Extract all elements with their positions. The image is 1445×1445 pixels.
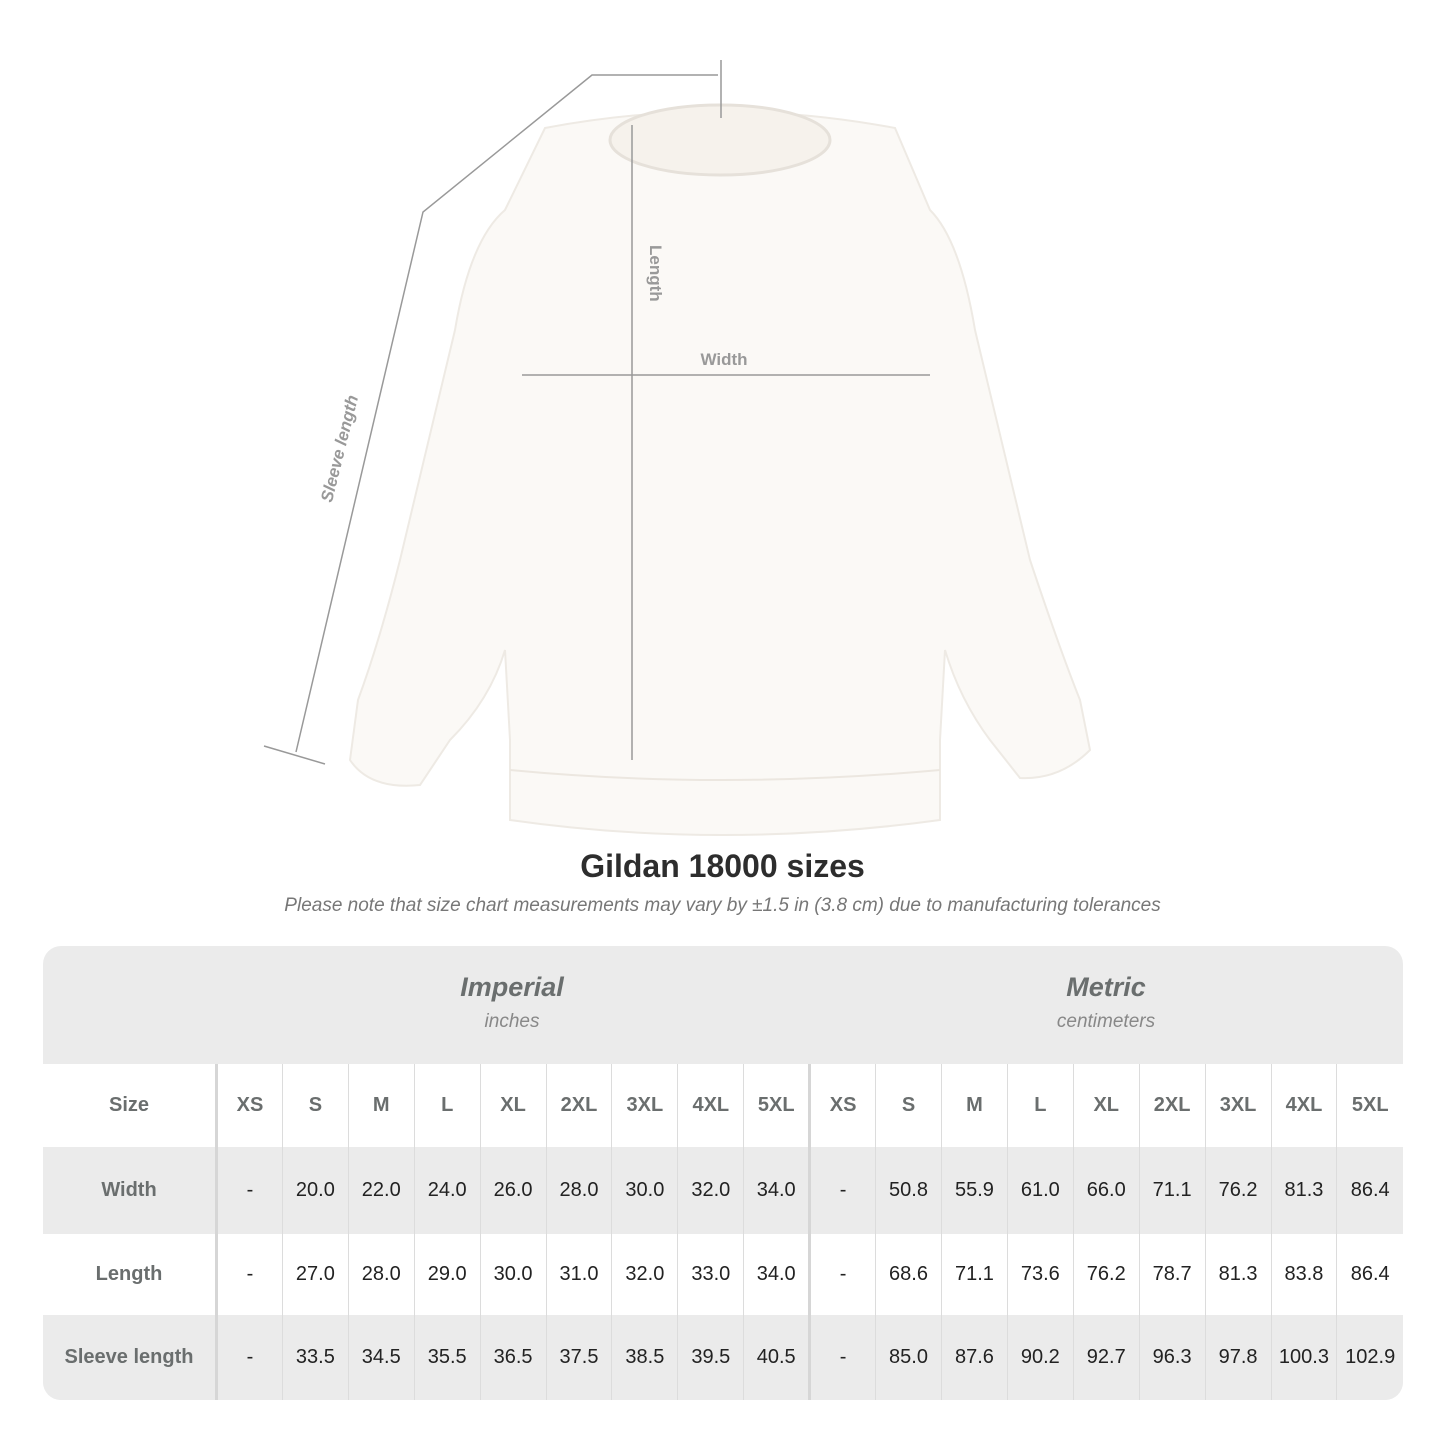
metric-value-cell: 83.8 — [1270, 1234, 1337, 1315]
metric-size-header: XS — [808, 1064, 876, 1147]
size-header-label: Size — [43, 1064, 218, 1147]
metric-value-cell: 73.6 — [1006, 1234, 1074, 1315]
tolerance-note: Please note that size chart measurements… — [284, 895, 1161, 916]
imperial-value-cell: 20.0 — [281, 1147, 349, 1234]
size-header-row: Size XS S M L XL 2XL 3XL 4XL 5XL XS S M L XL 2XL 3XL 4XL 5… — [43, 1064, 1403, 1147]
metric-size-header: 5XL — [1336, 1064, 1403, 1147]
metric-value-cell: - — [808, 1147, 876, 1234]
metric-value-cell: 92.7 — [1072, 1315, 1140, 1400]
imperial-size-header: XS — [216, 1064, 283, 1147]
measurement-lines — [263, 60, 930, 765]
imperial-size-header: L — [413, 1064, 481, 1147]
metric-value-cell: 87.6 — [940, 1315, 1008, 1400]
imperial-value-cell: 36.5 — [479, 1315, 547, 1400]
metric-size-header: 3XL — [1204, 1064, 1271, 1147]
metric-value-cell: 71.1 — [940, 1234, 1008, 1315]
imperial-value-cell: 32.0 — [611, 1234, 678, 1315]
metric-value-cell: 81.3 — [1204, 1234, 1271, 1315]
imperial-size-header: 3XL — [611, 1064, 678, 1147]
metric-value-cell: 102.9 — [1336, 1315, 1403, 1400]
row-label: Sleeve length — [43, 1315, 218, 1400]
metric-value-cell: 76.2 — [1072, 1234, 1140, 1315]
imperial-value-cell: 22.0 — [347, 1147, 415, 1234]
metric-value-cell: 71.1 — [1138, 1147, 1206, 1234]
imperial-size-header: 2XL — [545, 1064, 612, 1147]
imperial-value-cell: 37.5 — [545, 1315, 612, 1400]
imperial-value-cell: 28.0 — [347, 1234, 415, 1315]
metric-value-cell: 61.0 — [1006, 1147, 1074, 1234]
table-row: Sleeve length -33.5 34.5 35.5 36.5 37.5 38.5 39… — [43, 1315, 1403, 1400]
length-label: Length — [646, 245, 665, 302]
metric-value-cell: 86.4 — [1336, 1234, 1403, 1315]
page-title: Gildan 18000 sizes — [580, 848, 865, 884]
sweatshirt-image — [348, 103, 1092, 836]
imperial-value-cell: 40.5 — [743, 1315, 810, 1400]
width-label: Width — [700, 350, 747, 369]
imperial-size-header: 5XL — [743, 1064, 810, 1147]
imperial-value-cell: 34.0 — [743, 1147, 810, 1234]
imperial-unit: inches — [484, 1011, 540, 1032]
metric-value-cell: 86.4 — [1336, 1147, 1403, 1234]
metric-value-cell: 90.2 — [1006, 1315, 1074, 1400]
metric-header: Metric centimeters — [809, 946, 1403, 1064]
imperial-value-cell: 38.5 — [611, 1315, 678, 1400]
metric-size-header: S — [875, 1064, 942, 1147]
metric-value-cell: 50.8 — [875, 1147, 942, 1234]
metric-size-header: XL — [1072, 1064, 1140, 1147]
imperial-value-cell: 32.0 — [677, 1147, 744, 1234]
metric-size-header: M — [940, 1064, 1008, 1147]
metric-size-header: L — [1006, 1064, 1074, 1147]
imperial-value-cell: 34.0 — [743, 1234, 810, 1315]
metric-heading: Metric — [1066, 972, 1146, 1002]
imperial-value-cell: 30.0 — [479, 1234, 547, 1315]
imperial-value-cell: 26.0 — [479, 1147, 547, 1234]
imperial-value-cell: - — [216, 1147, 283, 1234]
metric-value-cell: 78.7 — [1138, 1234, 1206, 1315]
imperial-value-cell: 30.0 — [611, 1147, 678, 1234]
imperial-size-header: 4XL — [677, 1064, 744, 1147]
imperial-value-cell: 39.5 — [677, 1315, 744, 1400]
imperial-value-cell: 28.0 — [545, 1147, 612, 1234]
metric-value-cell: 97.8 — [1204, 1315, 1271, 1400]
metric-value-cell: - — [808, 1315, 876, 1400]
table-row: Length -27.0 28.0 29.0 30.0 31.0 32.0 33.0 34.0-… — [43, 1234, 1403, 1315]
imperial-size-header: M — [347, 1064, 415, 1147]
metric-value-cell: - — [808, 1234, 876, 1315]
metric-value-cell: 68.6 — [875, 1234, 942, 1315]
imperial-value-cell: 27.0 — [281, 1234, 349, 1315]
imperial-value-cell: 35.5 — [413, 1315, 481, 1400]
row-label: Length — [43, 1234, 218, 1315]
imperial-value-cell: 33.0 — [677, 1234, 744, 1315]
metric-value-cell: 66.0 — [1072, 1147, 1140, 1234]
metric-size-header: 4XL — [1270, 1064, 1337, 1147]
table-row: Width -20.0 22.0 24.0 26.0 28.0 30.0 32.0 34.0-5… — [43, 1147, 1403, 1234]
imperial-value-cell: 33.5 — [281, 1315, 349, 1400]
imperial-value-cell: 31.0 — [545, 1234, 612, 1315]
metric-value-cell: 55.9 — [940, 1147, 1008, 1234]
metric-value-cell: 85.0 — [875, 1315, 942, 1400]
size-table: Size XS S M L XL 2XL 3XL 4XL 5XL XS S M L XL 2XL 3XL 4XL 5… — [43, 1064, 1403, 1400]
sleeve-line — [295, 74, 718, 753]
imperial-heading: Imperial — [460, 972, 564, 1002]
metric-value-cell: 96.3 — [1138, 1315, 1206, 1400]
imperial-size-header: XL — [479, 1064, 547, 1147]
imperial-header: Imperial inches — [215, 946, 809, 1064]
imperial-value-cell: - — [216, 1234, 283, 1315]
imperial-size-header: S — [281, 1064, 349, 1147]
metric-size-header: 2XL — [1138, 1064, 1206, 1147]
imperial-value-cell: 29.0 — [413, 1234, 481, 1315]
metric-value-cell: 100.3 — [1270, 1315, 1337, 1400]
metric-value-cell: 81.3 — [1270, 1147, 1337, 1234]
metric-unit: centimeters — [1056, 1011, 1156, 1032]
imperial-value-cell: 24.0 — [413, 1147, 481, 1234]
metric-value-cell: 76.2 — [1204, 1147, 1271, 1234]
row-label: Width — [43, 1147, 218, 1234]
imperial-value-cell: 34.5 — [347, 1315, 415, 1400]
size-table-card: Imperial inches Metric centimeters Size X… — [43, 946, 1403, 1400]
sweatshirt-illustration: Length Width Sleeve length — [263, 60, 1092, 836]
sleeve-length-label: Sleeve length — [317, 393, 362, 504]
imperial-value-cell: - — [216, 1315, 283, 1400]
